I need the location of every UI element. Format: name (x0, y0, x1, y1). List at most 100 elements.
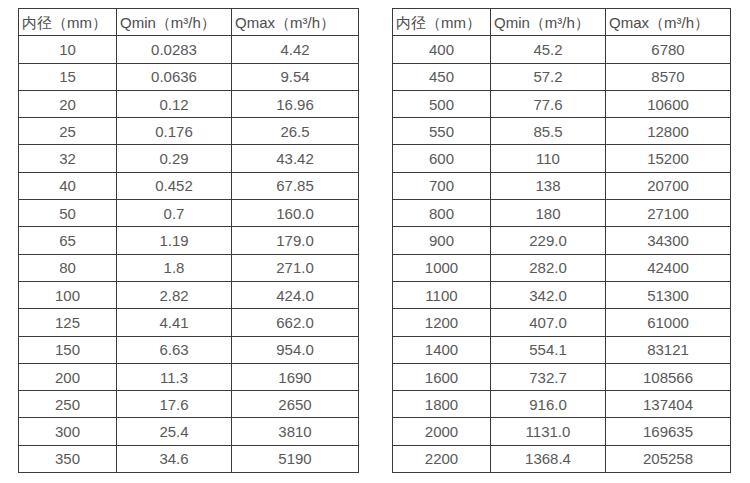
cell-diameter: 1600 (393, 363, 491, 390)
cell-diameter: 450 (393, 63, 491, 90)
cell-diameter: 2200 (393, 445, 491, 472)
table-row: 400.45267.85 (19, 172, 359, 199)
cell-qmax: 42400 (606, 254, 731, 281)
cell-diameter: 1000 (393, 254, 491, 281)
cell-diameter: 350 (19, 445, 117, 472)
cell-diameter: 50 (19, 200, 117, 227)
cell-qmax: 51300 (606, 281, 731, 308)
table-row: 1002.82424.0 (19, 281, 359, 308)
table-row: 801.8271.0 (19, 254, 359, 281)
cell-qmin: 180 (491, 200, 606, 227)
table-row: 60011015200 (393, 145, 731, 172)
cell-diameter: 25 (19, 118, 117, 145)
cell-qmax: 2650 (232, 391, 359, 418)
table-row: 1200407.061000 (393, 309, 731, 336)
table-row: 150.06369.54 (19, 63, 359, 90)
column-header-qmin: Qmin（m³/h） (491, 9, 606, 36)
cell-diameter: 250 (19, 391, 117, 418)
cell-qmax: 9.54 (232, 63, 359, 90)
cell-qmax: 34300 (606, 227, 731, 254)
cell-qmax: 1690 (232, 363, 359, 390)
table-row: 40045.26780 (393, 36, 731, 63)
table-row: 250.17626.5 (19, 118, 359, 145)
table-row: 22001368.4205258 (393, 445, 731, 472)
table-row: 20011.31690 (19, 363, 359, 390)
cell-qmax: 16.96 (232, 90, 359, 117)
table-row: 900229.034300 (393, 227, 731, 254)
cell-qmin: 2.82 (117, 281, 232, 308)
cell-qmax: 424.0 (232, 281, 359, 308)
cell-qmin: 0.452 (117, 172, 232, 199)
cell-qmin: 0.176 (117, 118, 232, 145)
cell-diameter: 125 (19, 309, 117, 336)
cell-qmax: 108566 (606, 363, 731, 390)
cell-qmax: 4.42 (232, 36, 359, 63)
cell-qmin: 1131.0 (491, 418, 606, 445)
column-header-qmin: Qmin（m³/h） (117, 9, 232, 36)
header-row: 内径（mm）Qmin（m³/h）Qmax（m³/h） (393, 9, 731, 36)
cell-qmax: 169635 (606, 418, 731, 445)
cell-qmax: 205258 (606, 445, 731, 472)
table-row: 50077.610600 (393, 90, 731, 117)
cell-qmin: 45.2 (491, 36, 606, 63)
cell-qmin: 0.0636 (117, 63, 232, 90)
table-row: 25017.62650 (19, 391, 359, 418)
table-row: 45057.28570 (393, 63, 731, 90)
cell-qmax: 83121 (606, 336, 731, 363)
cell-diameter: 1400 (393, 336, 491, 363)
cell-qmax: 20700 (606, 172, 731, 199)
cell-qmax: 3810 (232, 418, 359, 445)
header-row: 内径（mm）Qmin（m³/h）Qmax（m³/h） (19, 9, 359, 36)
cell-qmin: 342.0 (491, 281, 606, 308)
cell-qmax: 43.42 (232, 145, 359, 172)
cell-qmin: 138 (491, 172, 606, 199)
cell-qmin: 282.0 (491, 254, 606, 281)
table-row: 55085.512800 (393, 118, 731, 145)
cell-qmin: 57.2 (491, 63, 606, 90)
flow-rate-table-large-diameters: 内径（mm）Qmin（m³/h）Qmax（m³/h） 40045.2678045… (392, 8, 731, 473)
cell-qmin: 4.41 (117, 309, 232, 336)
cell-diameter: 1200 (393, 309, 491, 336)
table-row: 651.19179.0 (19, 227, 359, 254)
table-row: 1800916.0137404 (393, 391, 731, 418)
cell-qmax: 179.0 (232, 227, 359, 254)
cell-qmax: 662.0 (232, 309, 359, 336)
table-row: 1600732.7108566 (393, 363, 731, 390)
table-row: 200.1216.96 (19, 90, 359, 117)
cell-qmax: 137404 (606, 391, 731, 418)
cell-diameter: 2000 (393, 418, 491, 445)
cell-diameter: 1800 (393, 391, 491, 418)
cell-diameter: 600 (393, 145, 491, 172)
cell-qmax: 954.0 (232, 336, 359, 363)
table-row: 1506.63954.0 (19, 336, 359, 363)
cell-diameter: 550 (393, 118, 491, 145)
cell-qmin: 1.19 (117, 227, 232, 254)
cell-qmin: 0.7 (117, 200, 232, 227)
table-row: 500.7160.0 (19, 200, 359, 227)
cell-qmin: 110 (491, 145, 606, 172)
cell-diameter: 1100 (393, 281, 491, 308)
cell-diameter: 400 (393, 36, 491, 63)
cell-qmin: 0.12 (117, 90, 232, 117)
cell-qmax: 8570 (606, 63, 731, 90)
cell-diameter: 10 (19, 36, 117, 63)
table-row: 35034.65190 (19, 445, 359, 472)
table-row: 70013820700 (393, 172, 731, 199)
cell-diameter: 65 (19, 227, 117, 254)
table-row: 1000282.042400 (393, 254, 731, 281)
cell-diameter: 20 (19, 90, 117, 117)
cell-qmin: 34.6 (117, 445, 232, 472)
cell-qmin: 6.63 (117, 336, 232, 363)
table-row: 20001131.0169635 (393, 418, 731, 445)
cell-qmin: 916.0 (491, 391, 606, 418)
cell-qmin: 0.0283 (117, 36, 232, 63)
cell-qmin: 732.7 (491, 363, 606, 390)
table-row: 80018027100 (393, 200, 731, 227)
cell-qmin: 1368.4 (491, 445, 606, 472)
cell-qmax: 10600 (606, 90, 731, 117)
table-row: 30025.43810 (19, 418, 359, 445)
cell-qmin: 1.8 (117, 254, 232, 281)
cell-diameter: 40 (19, 172, 117, 199)
cell-diameter: 80 (19, 254, 117, 281)
cell-diameter: 300 (19, 418, 117, 445)
